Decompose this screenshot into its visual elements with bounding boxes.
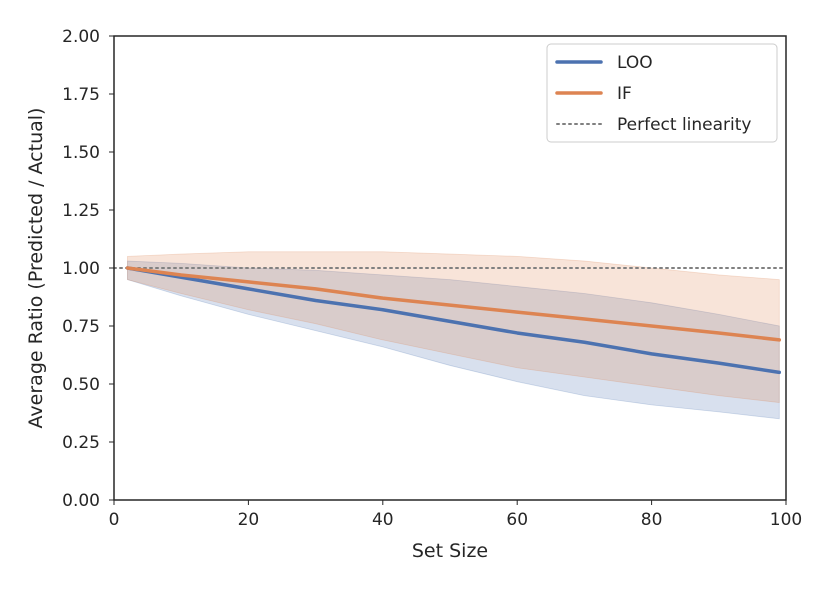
x-tick-label: 80 — [641, 510, 663, 530]
y-tick-label: 0.00 — [62, 491, 100, 511]
x-axis-label: Set Size — [412, 540, 488, 562]
x-tick-label: 20 — [238, 510, 260, 530]
y-axis-ticks: 0.00 0.25 0.50 0.75 1.00 1.25 1.50 1.75 2.00 — [62, 27, 114, 511]
y-tick-label: 1.25 — [62, 201, 100, 221]
series-lines — [125, 266, 782, 375]
y-tick-label: 1.50 — [62, 143, 100, 163]
y-tick-label: 1.75 — [62, 85, 100, 105]
legend-label: IF — [617, 84, 632, 104]
x-axis-ticks: 0 20 40 60 80 100 — [109, 500, 802, 530]
y-tick-label: 2.00 — [62, 27, 100, 47]
x-tick-label: 0 — [109, 510, 120, 530]
y-axis-label: Average Ratio (Predicted / Actual) — [25, 108, 47, 429]
legend-label: Perfect linearity — [617, 115, 752, 135]
y-tick-label: 0.25 — [62, 433, 100, 453]
y-tick-label: 1.00 — [62, 259, 100, 279]
x-tick-label: 100 — [770, 510, 802, 530]
band-if — [127, 251, 780, 404]
confidence-bands — [127, 251, 780, 420]
x-tick-label: 60 — [506, 510, 528, 530]
series-line-if — [125, 266, 782, 342]
legend-frame — [546, 43, 778, 143]
legend: LOO IF Perfect linearity — [546, 43, 778, 143]
y-tick-label: 0.75 — [62, 317, 100, 337]
legend-label: LOO — [617, 53, 653, 73]
series-line-loo — [125, 266, 782, 375]
band-loo — [127, 260, 780, 420]
y-tick-label: 0.50 — [62, 375, 100, 395]
x-tick-label: 40 — [372, 510, 394, 530]
